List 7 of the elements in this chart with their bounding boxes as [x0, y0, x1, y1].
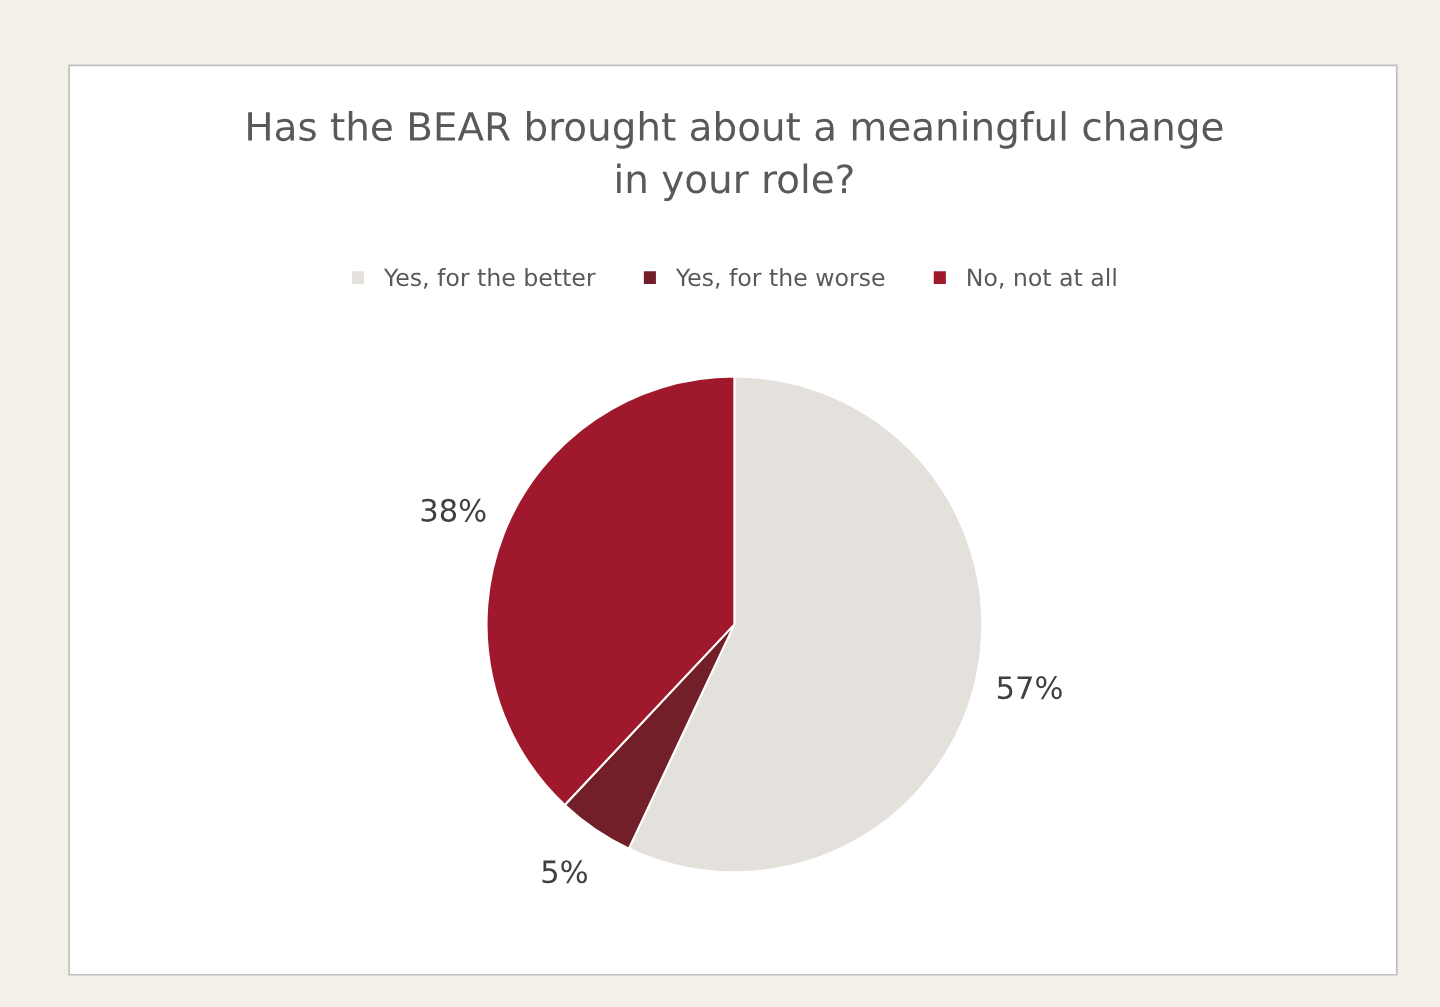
chart-title: Has the BEAR brought about a meaningful change in your role? [248, 111, 1223, 202]
data-label: 5% [542, 860, 587, 884]
legend-label: Yes, for the better [383, 267, 596, 289]
data-label: 38% [421, 498, 486, 522]
data-label: 57% [997, 676, 1062, 700]
legend-label: No, not at all [968, 267, 1116, 289]
legend-label: Yes, for the worse [675, 267, 885, 289]
